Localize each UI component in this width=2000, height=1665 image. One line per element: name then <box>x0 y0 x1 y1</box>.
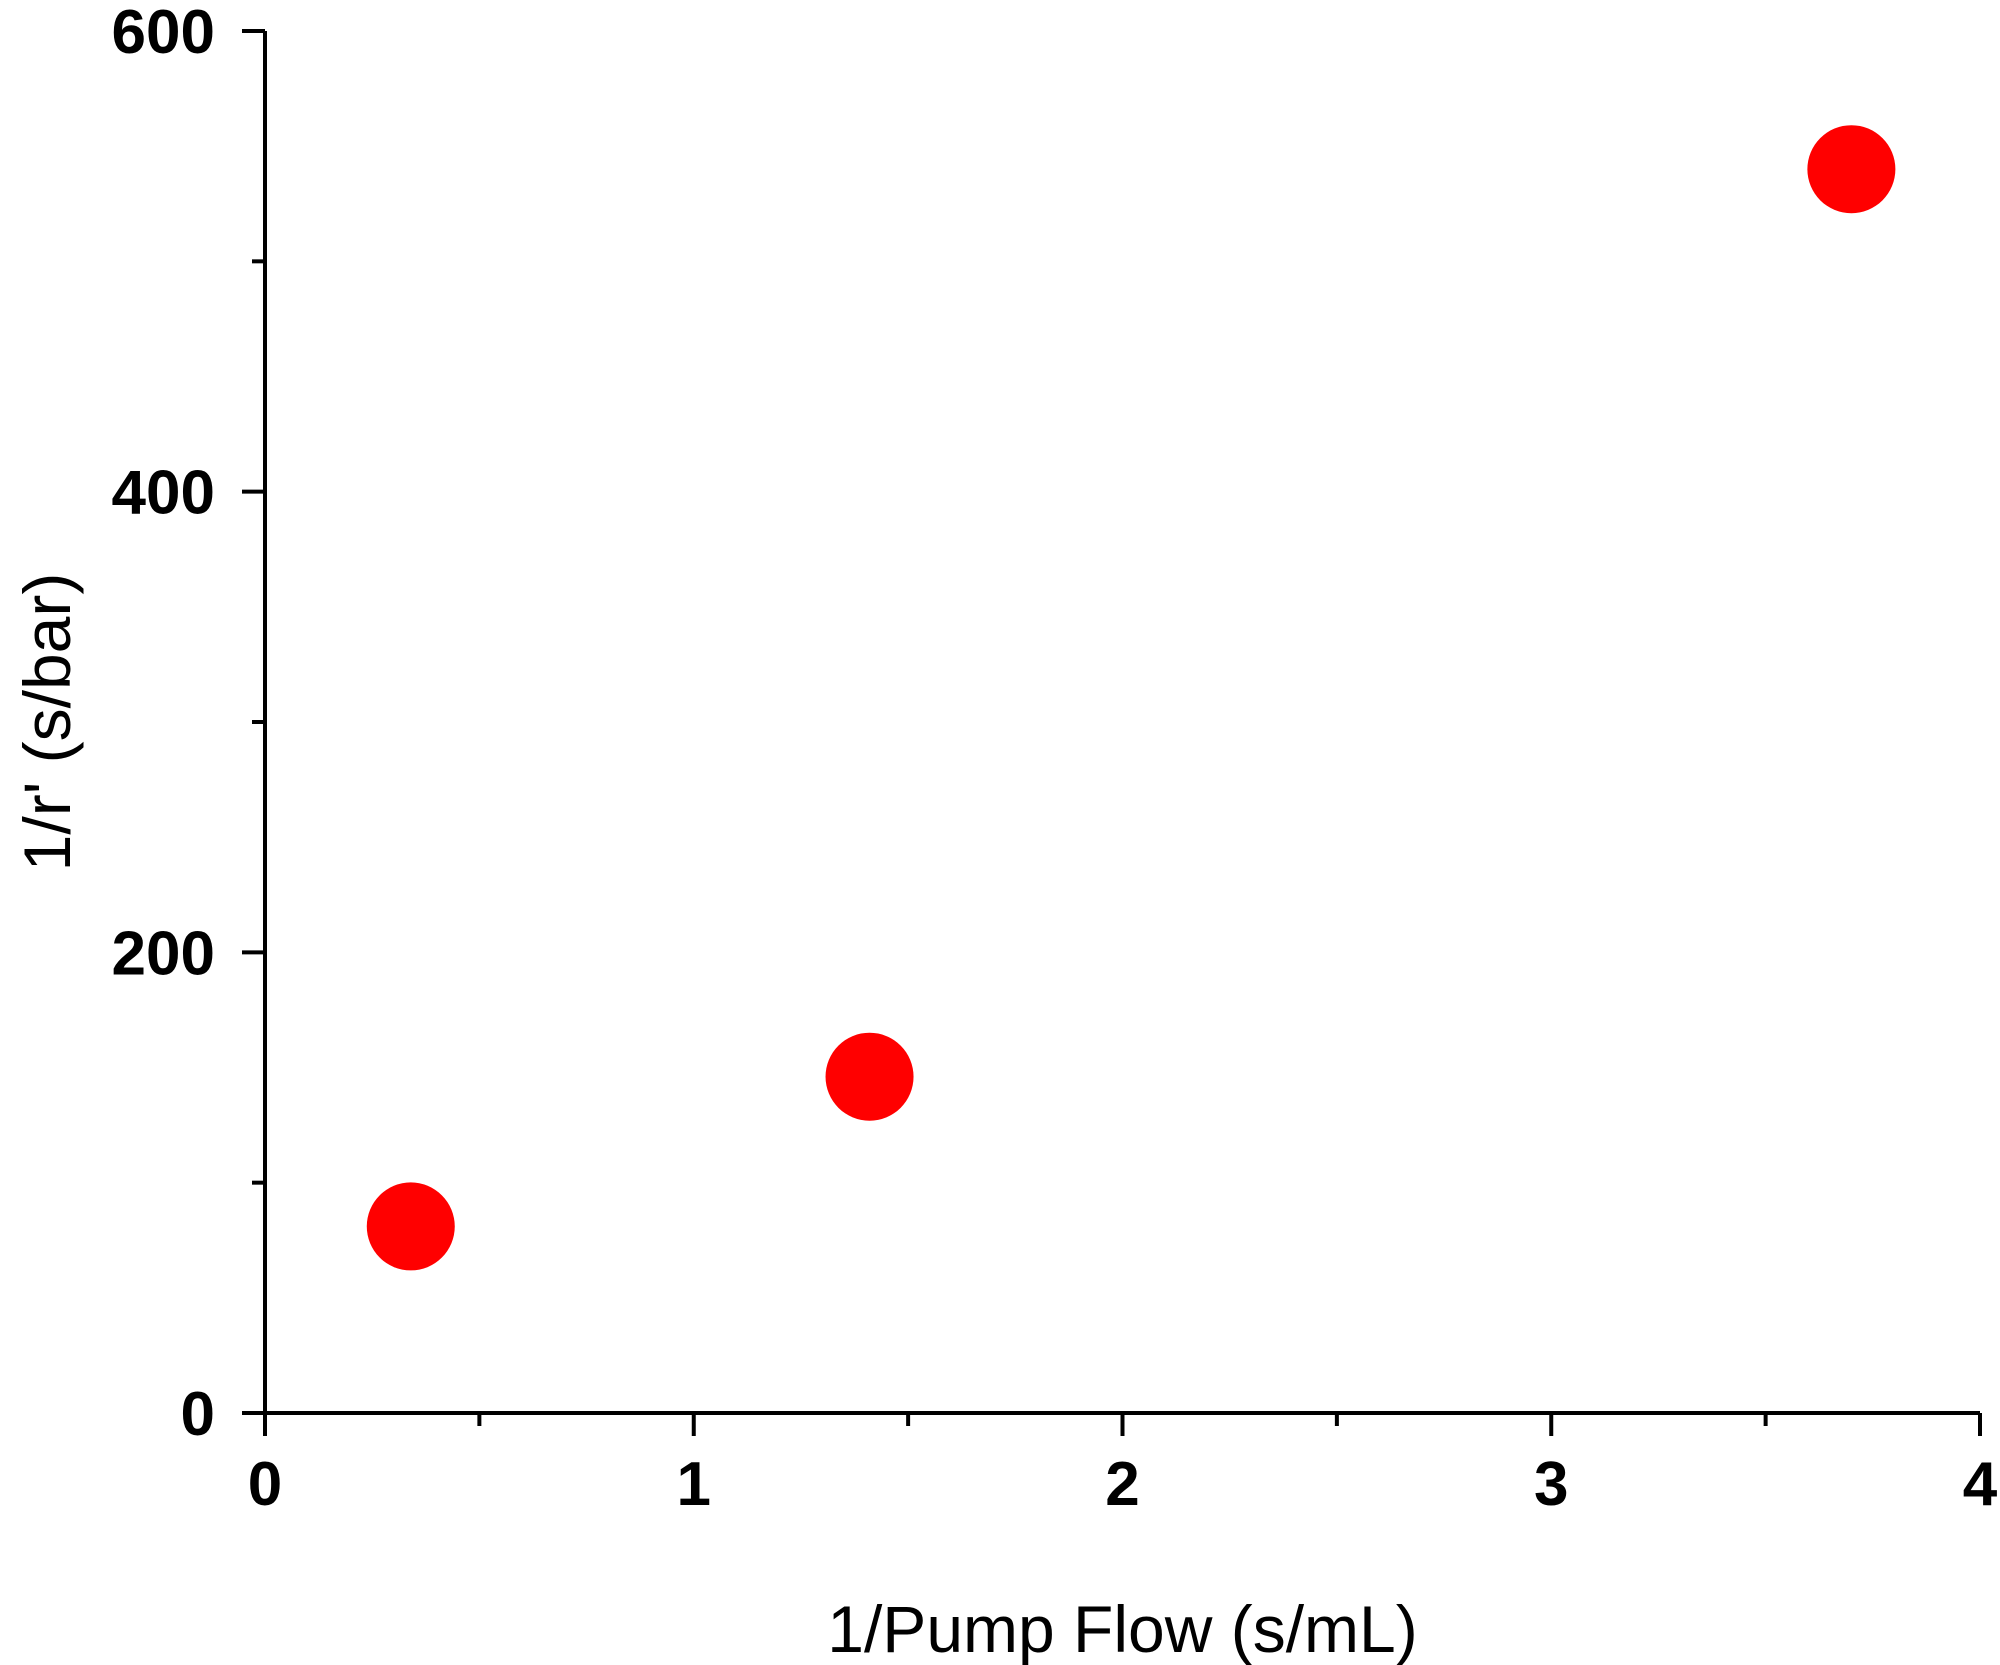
y-tick-label: 200 <box>112 919 215 988</box>
x-tick-label: 0 <box>248 1450 282 1519</box>
tick-marks <box>242 29 1982 1436</box>
y-tick-label: 0 <box>181 1380 215 1449</box>
data-point <box>825 1032 914 1121</box>
x-tick-label: 4 <box>1963 1450 1998 1519</box>
data-point <box>1807 125 1896 214</box>
y-tick-label: 600 <box>112 0 215 67</box>
x-tick-label: 3 <box>1534 1450 1568 1519</box>
data-point <box>366 1182 455 1271</box>
y-tick-label: 400 <box>112 459 215 528</box>
axes <box>263 31 1980 1415</box>
y-axis-title: 1/r' (s/bar) <box>10 573 84 872</box>
axis-lines <box>263 31 1980 1415</box>
x-tick-label: 1 <box>677 1450 711 1519</box>
x-axis-title: 1/Pump Flow (s/mL) <box>827 1592 1417 1665</box>
data-points <box>366 125 1896 1271</box>
tick-labels: 0 1 2 3 4 0 200 400 600 <box>112 0 1998 1519</box>
x-tick-label: 2 <box>1105 1450 1139 1519</box>
